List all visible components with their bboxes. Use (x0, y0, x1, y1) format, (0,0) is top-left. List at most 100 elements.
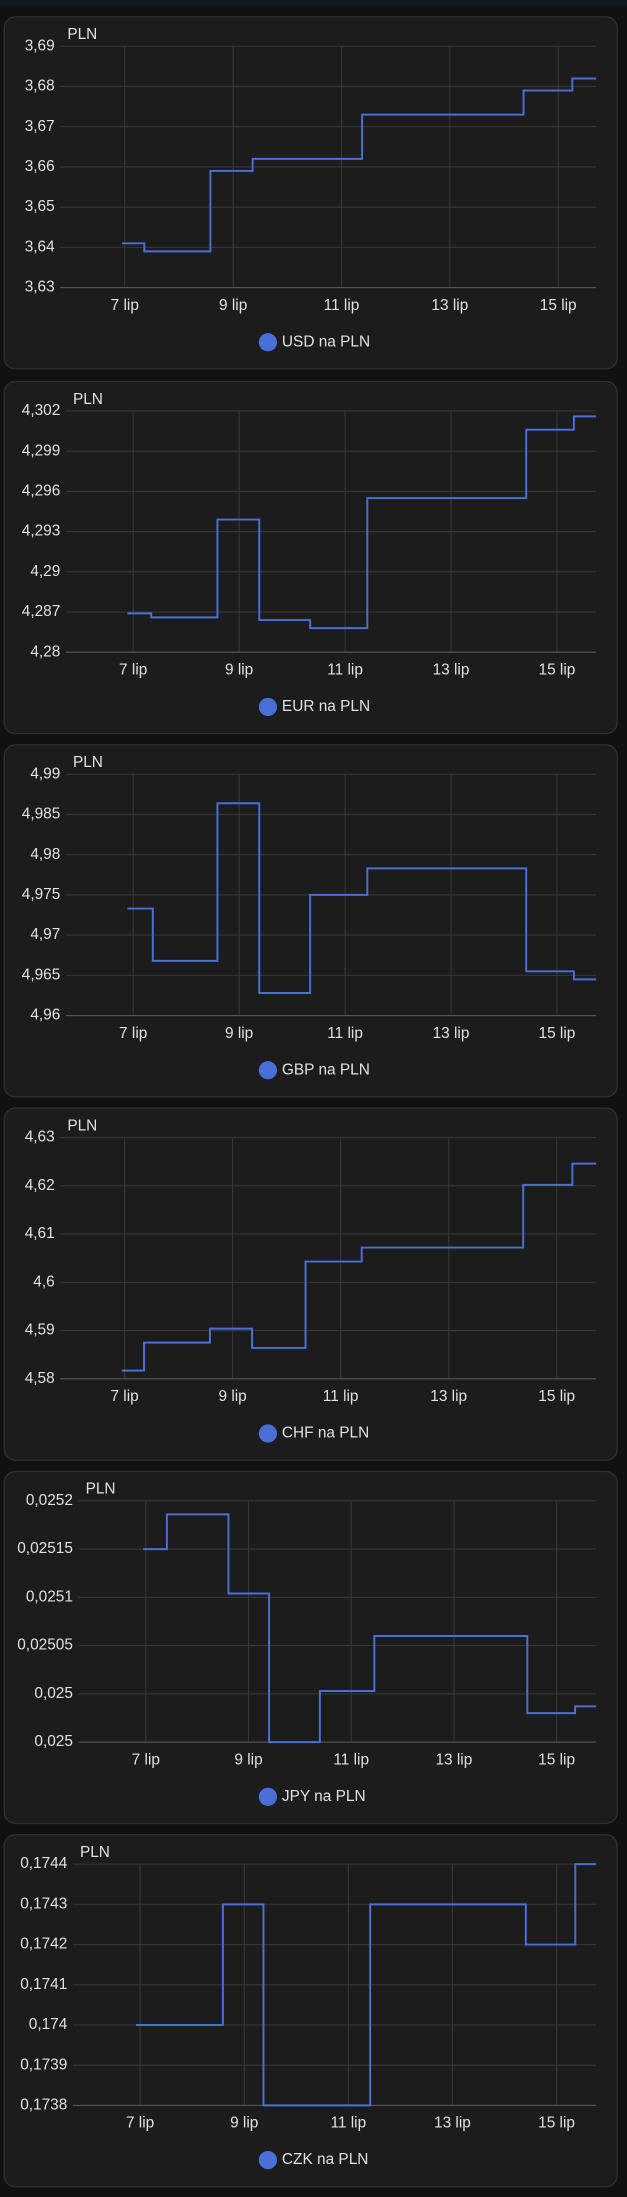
legend-swatch (258, 333, 278, 352)
x-tick-label: 9 lip (219, 297, 247, 314)
legend-label: EUR na PLN (282, 698, 370, 715)
x-tick-label: 13 lip (434, 2115, 471, 2132)
x-tick-label: 11 lip (333, 1751, 369, 1768)
x-tick-label: 11 lip (327, 662, 363, 679)
series-line (143, 1513, 597, 1744)
y-tick-label: 0,1744 (20, 1855, 68, 1872)
y-tick-label: 4,299 (22, 442, 61, 459)
x-tick-label: 15 lip (538, 2115, 575, 2132)
series-line (127, 415, 597, 630)
x-tick-label: 15 lip (540, 297, 577, 314)
x-tick-label: 7 lip (119, 1025, 147, 1042)
y-axis-label: PLN (80, 1844, 110, 1861)
y-tick-label: 0,174 (29, 2016, 68, 2033)
x-tick-label: 15 lip (539, 1025, 576, 1042)
y-tick-label: 4,287 (22, 603, 61, 620)
x-tick-label: 11 lip (330, 2115, 366, 2132)
x-tick-label: 15 lip (538, 1388, 575, 1405)
y-tick-label: 4,28 (30, 643, 60, 660)
series-line (122, 77, 597, 253)
y-tick-label: 4,985 (22, 806, 61, 823)
y-tick-label: 3,66 (25, 158, 55, 175)
y-tick-label: 4,98 (30, 846, 60, 863)
y-tick-label: 3,64 (25, 238, 55, 255)
x-tick-label: 7 lip (119, 662, 147, 679)
y-tick-label: 0,0251 (26, 1588, 73, 1605)
x-tick-label: 9 lip (230, 2115, 258, 2132)
y-tick-label: 0,1739 (20, 2056, 67, 2073)
x-tick-label: 11 lip (327, 1025, 363, 1042)
legend-label: CHF na PLN (282, 1425, 369, 1442)
card (3, 1470, 618, 1825)
y-tick-label: 4,59 (25, 1322, 55, 1339)
x-tick-label: 13 lip (435, 1751, 472, 1768)
series-line (135, 1863, 597, 2107)
y-tick-label: 4,97 (30, 926, 60, 943)
x-tick-label: 9 lip (225, 1025, 253, 1042)
y-tick-label: 3,69 (25, 37, 55, 54)
x-tick-label: 15 lip (539, 662, 576, 679)
y-tick-label: 0,025 (34, 1685, 73, 1702)
y-axis-label: PLN (67, 1117, 97, 1134)
y-tick-label: 0,1738 (20, 2096, 67, 2113)
y-tick-label: 4,296 (22, 482, 61, 499)
y-tick-label: 3,67 (25, 118, 55, 135)
y-tick-label: 0,0252 (26, 1492, 73, 1509)
y-tick-label: 4,29 (30, 563, 60, 580)
y-tick-label: 4,302 (22, 402, 61, 419)
y-tick-label: 0,025 (34, 1733, 73, 1750)
y-tick-label: 0,1741 (20, 1976, 67, 1993)
y-axis-label: PLN (73, 391, 103, 408)
y-tick-label: 4,99 (30, 765, 60, 782)
x-tick-label: 7 lip (132, 1751, 160, 1768)
y-tick-label: 4,6 (33, 1273, 54, 1290)
top-strip (0, 0, 627, 6)
y-tick-label: 0,02515 (17, 1540, 73, 1557)
legend-swatch (258, 2150, 278, 2170)
y-axis-label: PLN (86, 1481, 116, 1498)
x-tick-label: 9 lip (234, 1751, 262, 1768)
y-tick-label: 3,65 (25, 198, 55, 215)
x-tick-label: 15 lip (538, 1751, 575, 1768)
card (3, 1833, 618, 2188)
legend-label: USD na PLN (282, 333, 370, 350)
y-tick-label: 4,965 (22, 966, 61, 983)
y-tick-label: 0,02505 (17, 1637, 73, 1654)
legend-swatch (258, 1424, 278, 1443)
legend-swatch (258, 1787, 278, 1806)
legend-swatch (258, 1061, 278, 1080)
y-tick-label: 0,1742 (20, 1936, 67, 1953)
x-tick-label: 13 lip (430, 1388, 467, 1405)
y-tick-label: 4,58 (25, 1370, 55, 1387)
x-tick-label: 11 lip (323, 1388, 359, 1405)
x-tick-label: 7 lip (111, 297, 139, 314)
card (3, 16, 618, 370)
y-tick-label: 0,1743 (20, 1895, 67, 1912)
legend-label: GBP na PLN (282, 1061, 370, 1078)
series-line (121, 1162, 597, 1372)
x-tick-label: 13 lip (433, 1025, 470, 1042)
x-tick-label: 9 lip (218, 1388, 246, 1405)
x-tick-label: 13 lip (431, 297, 468, 314)
card (3, 380, 618, 735)
y-tick-label: 4,96 (30, 1007, 60, 1024)
y-axis-label: PLN (67, 26, 97, 43)
legend-label: JPY na PLN (282, 1788, 366, 1805)
legend-label: CZK na PLN (282, 2151, 368, 2168)
y-tick-label: 3,63 (25, 279, 55, 296)
card (3, 1107, 618, 1461)
x-tick-label: 7 lip (110, 1388, 138, 1405)
y-tick-label: 3,68 (25, 78, 55, 95)
y-tick-label: 4,975 (22, 886, 61, 903)
series-line (127, 802, 597, 994)
x-tick-label: 13 lip (433, 662, 470, 679)
x-tick-label: 11 lip (324, 297, 360, 314)
legend-swatch (258, 697, 278, 717)
x-tick-label: 7 lip (126, 2115, 154, 2132)
x-tick-label: 9 lip (225, 662, 253, 679)
y-axis-label: PLN (73, 754, 103, 771)
y-tick-label: 4,61 (25, 1225, 55, 1242)
y-tick-label: 4,63 (25, 1129, 55, 1146)
